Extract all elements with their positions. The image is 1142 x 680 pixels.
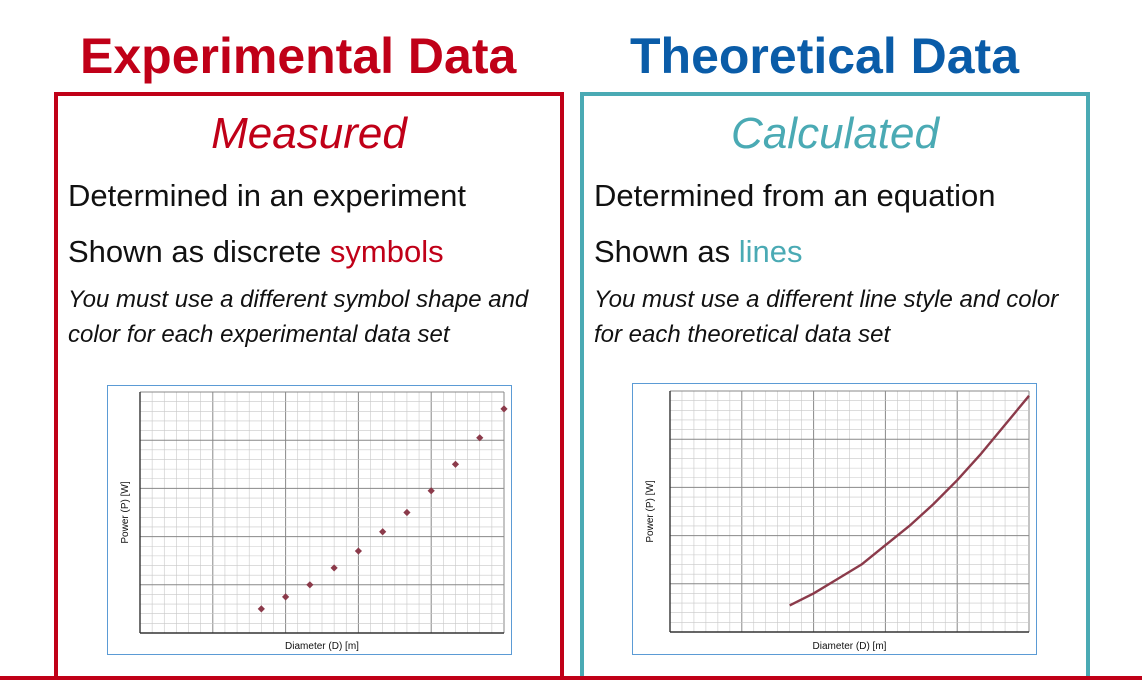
- bottom-rule: [0, 676, 1142, 680]
- y-axis-label: Power (P) [W]: [120, 481, 131, 543]
- data-point: [403, 508, 411, 517]
- data-point: [500, 405, 508, 413]
- x-axis-label: Diameter (D) [m]: [813, 641, 887, 652]
- experimental-display-line: Shown as discrete symbols: [68, 234, 444, 270]
- data-point: [451, 460, 460, 468]
- grid: [669, 390, 1030, 633]
- y-axis-label: Power (P) [W]: [645, 480, 656, 542]
- theoretical-line-chart: Diameter (D) [m] Power (P) [W]: [632, 383, 1037, 655]
- theoretical-data-heading: Theoretical Data: [630, 28, 1020, 84]
- theoretical-definition: Determined from an equation: [594, 178, 996, 213]
- chart-frame: [107, 385, 512, 655]
- x-axis-label: Diameter (D) [m]: [285, 641, 359, 652]
- measured-subtitle: Measured: [211, 109, 407, 158]
- calculated-subtitle: Calculated: [731, 109, 939, 158]
- experimental-definition: Determined in an experiment: [68, 178, 467, 213]
- lines-keyword: lines: [738, 234, 803, 269]
- experimental-note: You must use a different symbol shape an…: [68, 286, 529, 348]
- theoretical-note: You must use a different line style and …: [594, 286, 1059, 348]
- symbols-keyword: symbols: [329, 234, 444, 269]
- experimental-data-heading: Experimental Data: [80, 28, 517, 84]
- theoretical-display-prefix: Shown as: [594, 234, 739, 269]
- experimental-scatter-chart: Diameter (D) [m] Power (P) [W]: [107, 385, 512, 655]
- data-point: [427, 487, 435, 495]
- theoretical-display-line: Shown as lines: [594, 234, 803, 270]
- series-line: [789, 395, 1030, 607]
- chart-frame: [632, 383, 1037, 655]
- experimental-display-prefix: Shown as discrete: [68, 234, 330, 269]
